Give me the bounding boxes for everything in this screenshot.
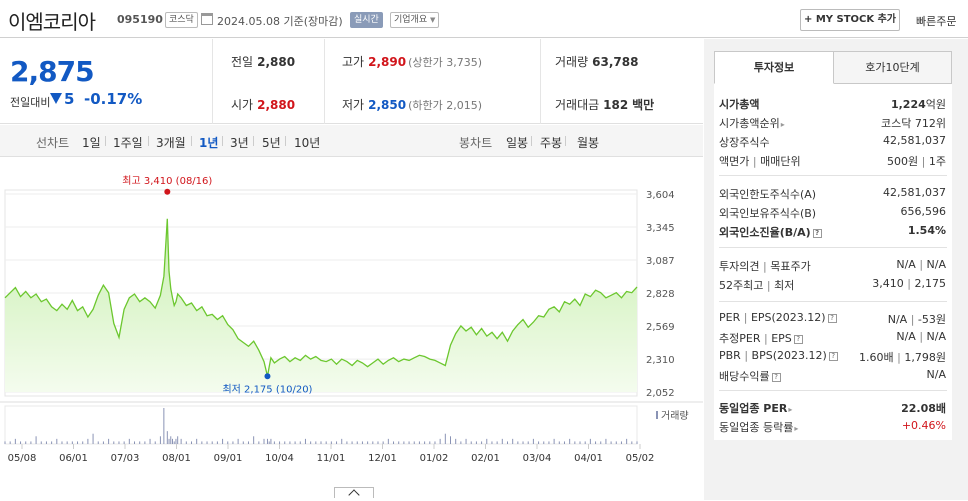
market-cap-row: 시가총액 1,224억원 [719, 98, 946, 111]
collapse-chart-button[interactable] [334, 487, 374, 501]
help-icon[interactable]: ? [793, 334, 803, 344]
price-area [5, 218, 637, 392]
volume-legend-swatch [656, 411, 658, 419]
opinion-row: 투자의견 | 목표주가 N/A | N/A [719, 258, 946, 273]
realtime-button[interactable]: 실시간 [350, 12, 383, 28]
side-tabs: 투자정보 호가10단계 [714, 51, 952, 84]
arrow-right-icon: ▸ [794, 424, 799, 433]
down-triangle-icon [50, 93, 62, 104]
stock-name: 이엠코리아 [8, 10, 96, 34]
pbr-bps-row: PBR | BPS(2023.12)? 1.60배 | 1,798원 [719, 349, 946, 364]
par-row: 액면가 | 매매단위 500원 | 1주 [719, 155, 946, 168]
current-price: 2,875 [10, 55, 95, 88]
y-tick-label: 2,569 [646, 322, 675, 333]
help-icon[interactable]: ? [812, 228, 822, 238]
stock-header: 이엠코리아 095190 코스닥 2024.05.08 기준(장마감) 실시간 … [0, 0, 968, 38]
y-tick-label: 2,828 [646, 289, 675, 300]
per-eps-row: PER | EPS(2023.12)? N/A | -53원 [719, 311, 946, 326]
arrow-right-icon: ▸ [780, 120, 785, 129]
fast-order-link[interactable]: 빠른주문 [916, 15, 957, 28]
foreign-rate-row: 외국인소진율(B/A)? 1.54% [719, 224, 946, 239]
volume-legend: 거래량 [661, 410, 689, 422]
period-selector: 선차트 1일 1주일 3개월 1년 3년 5년 10년 봉차트 일봉 주봉 월봉 [0, 125, 703, 157]
x-tick-label: 11/01 [317, 453, 346, 464]
line-chart-label: 선차트 [36, 136, 70, 150]
chevron-down-icon: ▼ [430, 16, 436, 24]
x-tick-label: 07/03 [111, 453, 140, 464]
shares-row: 상장주식수 42,581,037 [719, 134, 946, 149]
x-tick-label: 12/01 [368, 453, 397, 464]
volume-frame [4, 405, 638, 445]
change-percent: -0.17% [84, 90, 143, 108]
quote-summary: 2,875 전일대비 5 -0.17% 전일 2,880 고가 2,890 (상한가 … [0, 39, 703, 124]
x-tick-label: 04/01 [574, 453, 603, 464]
y-tick-label: 2,310 [646, 355, 675, 366]
y-tick-label: 3,087 [646, 256, 675, 267]
company-info-button[interactable]: 기업개요 ▼ [390, 12, 440, 28]
change-label: 전일대비 [10, 96, 51, 109]
help-icon[interactable]: ? [828, 351, 838, 361]
help-icon[interactable]: ? [827, 313, 837, 323]
x-tick-label: 02/01 [471, 453, 500, 464]
price-chart[interactable]: 3,604 3,345 3,087 2,828 2,569 2,310 2,052 최고 3,… [0, 158, 703, 501]
industry-change-row: 동일업종 등락률▸ +0.46% [719, 419, 946, 434]
period-1y[interactable]: 1년 [199, 136, 219, 150]
change-value: 5 [64, 90, 75, 108]
x-tick-label: 01/02 [420, 453, 449, 464]
candle-daily[interactable]: 일봉 [506, 136, 529, 150]
y-tick-label: 2,052 [646, 388, 675, 399]
period-3y[interactable]: 3년 [230, 136, 249, 150]
add-mystock-button[interactable]: + MY STOCK 추가 [800, 9, 900, 31]
min-point [264, 373, 271, 380]
industry-per-row: 동일업종 PER▸ 22.08배 [719, 402, 946, 415]
x-tick-label: 08/01 [162, 453, 191, 464]
period-5y[interactable]: 5년 [262, 136, 281, 150]
quote-date: 2024.05.08 기준(장마감) [217, 15, 343, 28]
x-tick-label: 10/04 [265, 453, 294, 464]
plus-icon: + [803, 14, 813, 25]
foreign-hold-row: 외국인보유주식수(B) 656,596 [719, 205, 946, 220]
min-label: 최저 2,175 (10/20) [222, 383, 312, 395]
dividend-row: 배당수익률? N/A [719, 368, 946, 383]
prev-close: 전일 2,880 [231, 55, 296, 69]
period-1w[interactable]: 1주일 [113, 136, 143, 150]
foreign-limit-row: 외국인한도주식수(A) 42,581,037 [719, 186, 946, 201]
max-point [164, 188, 171, 195]
tab-order-book[interactable]: 호가10단계 [834, 51, 952, 84]
week52-row: 52주최고 | 최저 3,410 | 2,175 [719, 277, 946, 292]
trade-amount: 거래대금 182 백만 [555, 98, 655, 112]
x-tick-label: 06/01 [59, 453, 88, 464]
candle-weekly[interactable]: 주봉 [540, 136, 563, 150]
arrow-right-icon: ▸ [788, 405, 793, 414]
candle-chart-label: 봉차트 [459, 136, 493, 150]
tab-investment-info[interactable]: 투자정보 [714, 51, 834, 84]
max-label: 최고 3,410 (08/16) [122, 175, 212, 187]
price-line [4, 218, 638, 377]
high-price: 고가 2,890 (상한가 3,735) [342, 55, 482, 69]
calendar-icon [201, 13, 213, 25]
y-tick-label: 3,604 [646, 190, 675, 201]
investment-info-panel: 투자정보 호가10단계 시가총액 1,224억원 시가총액순위▸ 코스닥 712위 … [704, 39, 968, 500]
y-tick-label: 3,345 [646, 223, 675, 234]
market-badge: 코스닥 [165, 12, 198, 28]
price-chart-svg: 3,604 3,345 3,087 2,828 2,569 2,310 2,052 최고 3,… [0, 175, 703, 464]
period-3m[interactable]: 3개월 [156, 136, 186, 150]
x-tick-label: 03/04 [523, 453, 552, 464]
open-price: 시가 2,880 [231, 98, 296, 112]
volume: 거래량 63,788 [555, 55, 639, 69]
candle-monthly[interactable]: 월봉 [577, 136, 600, 150]
period-1d[interactable]: 1일 [82, 136, 101, 150]
x-tick-label: 05/02 [626, 453, 655, 464]
est-per-row: 추정PER | EPS? N/A | N/A [719, 330, 946, 345]
low-price: 저가 2,850 (하한가 2,015) [342, 98, 482, 112]
stock-code: 095190 [117, 13, 163, 26]
x-tick-label: 09/01 [214, 453, 243, 464]
period-10y[interactable]: 10년 [294, 136, 321, 150]
info-table: 시가총액 1,224억원 시가총액순위▸ 코스닥 712위 상장주식수 42,581,… [714, 84, 952, 440]
x-tick-label: 05/08 [8, 453, 37, 464]
help-icon[interactable]: ? [771, 372, 781, 382]
cap-rank-row: 시가총액순위▸ 코스닥 712위 [719, 117, 946, 130]
